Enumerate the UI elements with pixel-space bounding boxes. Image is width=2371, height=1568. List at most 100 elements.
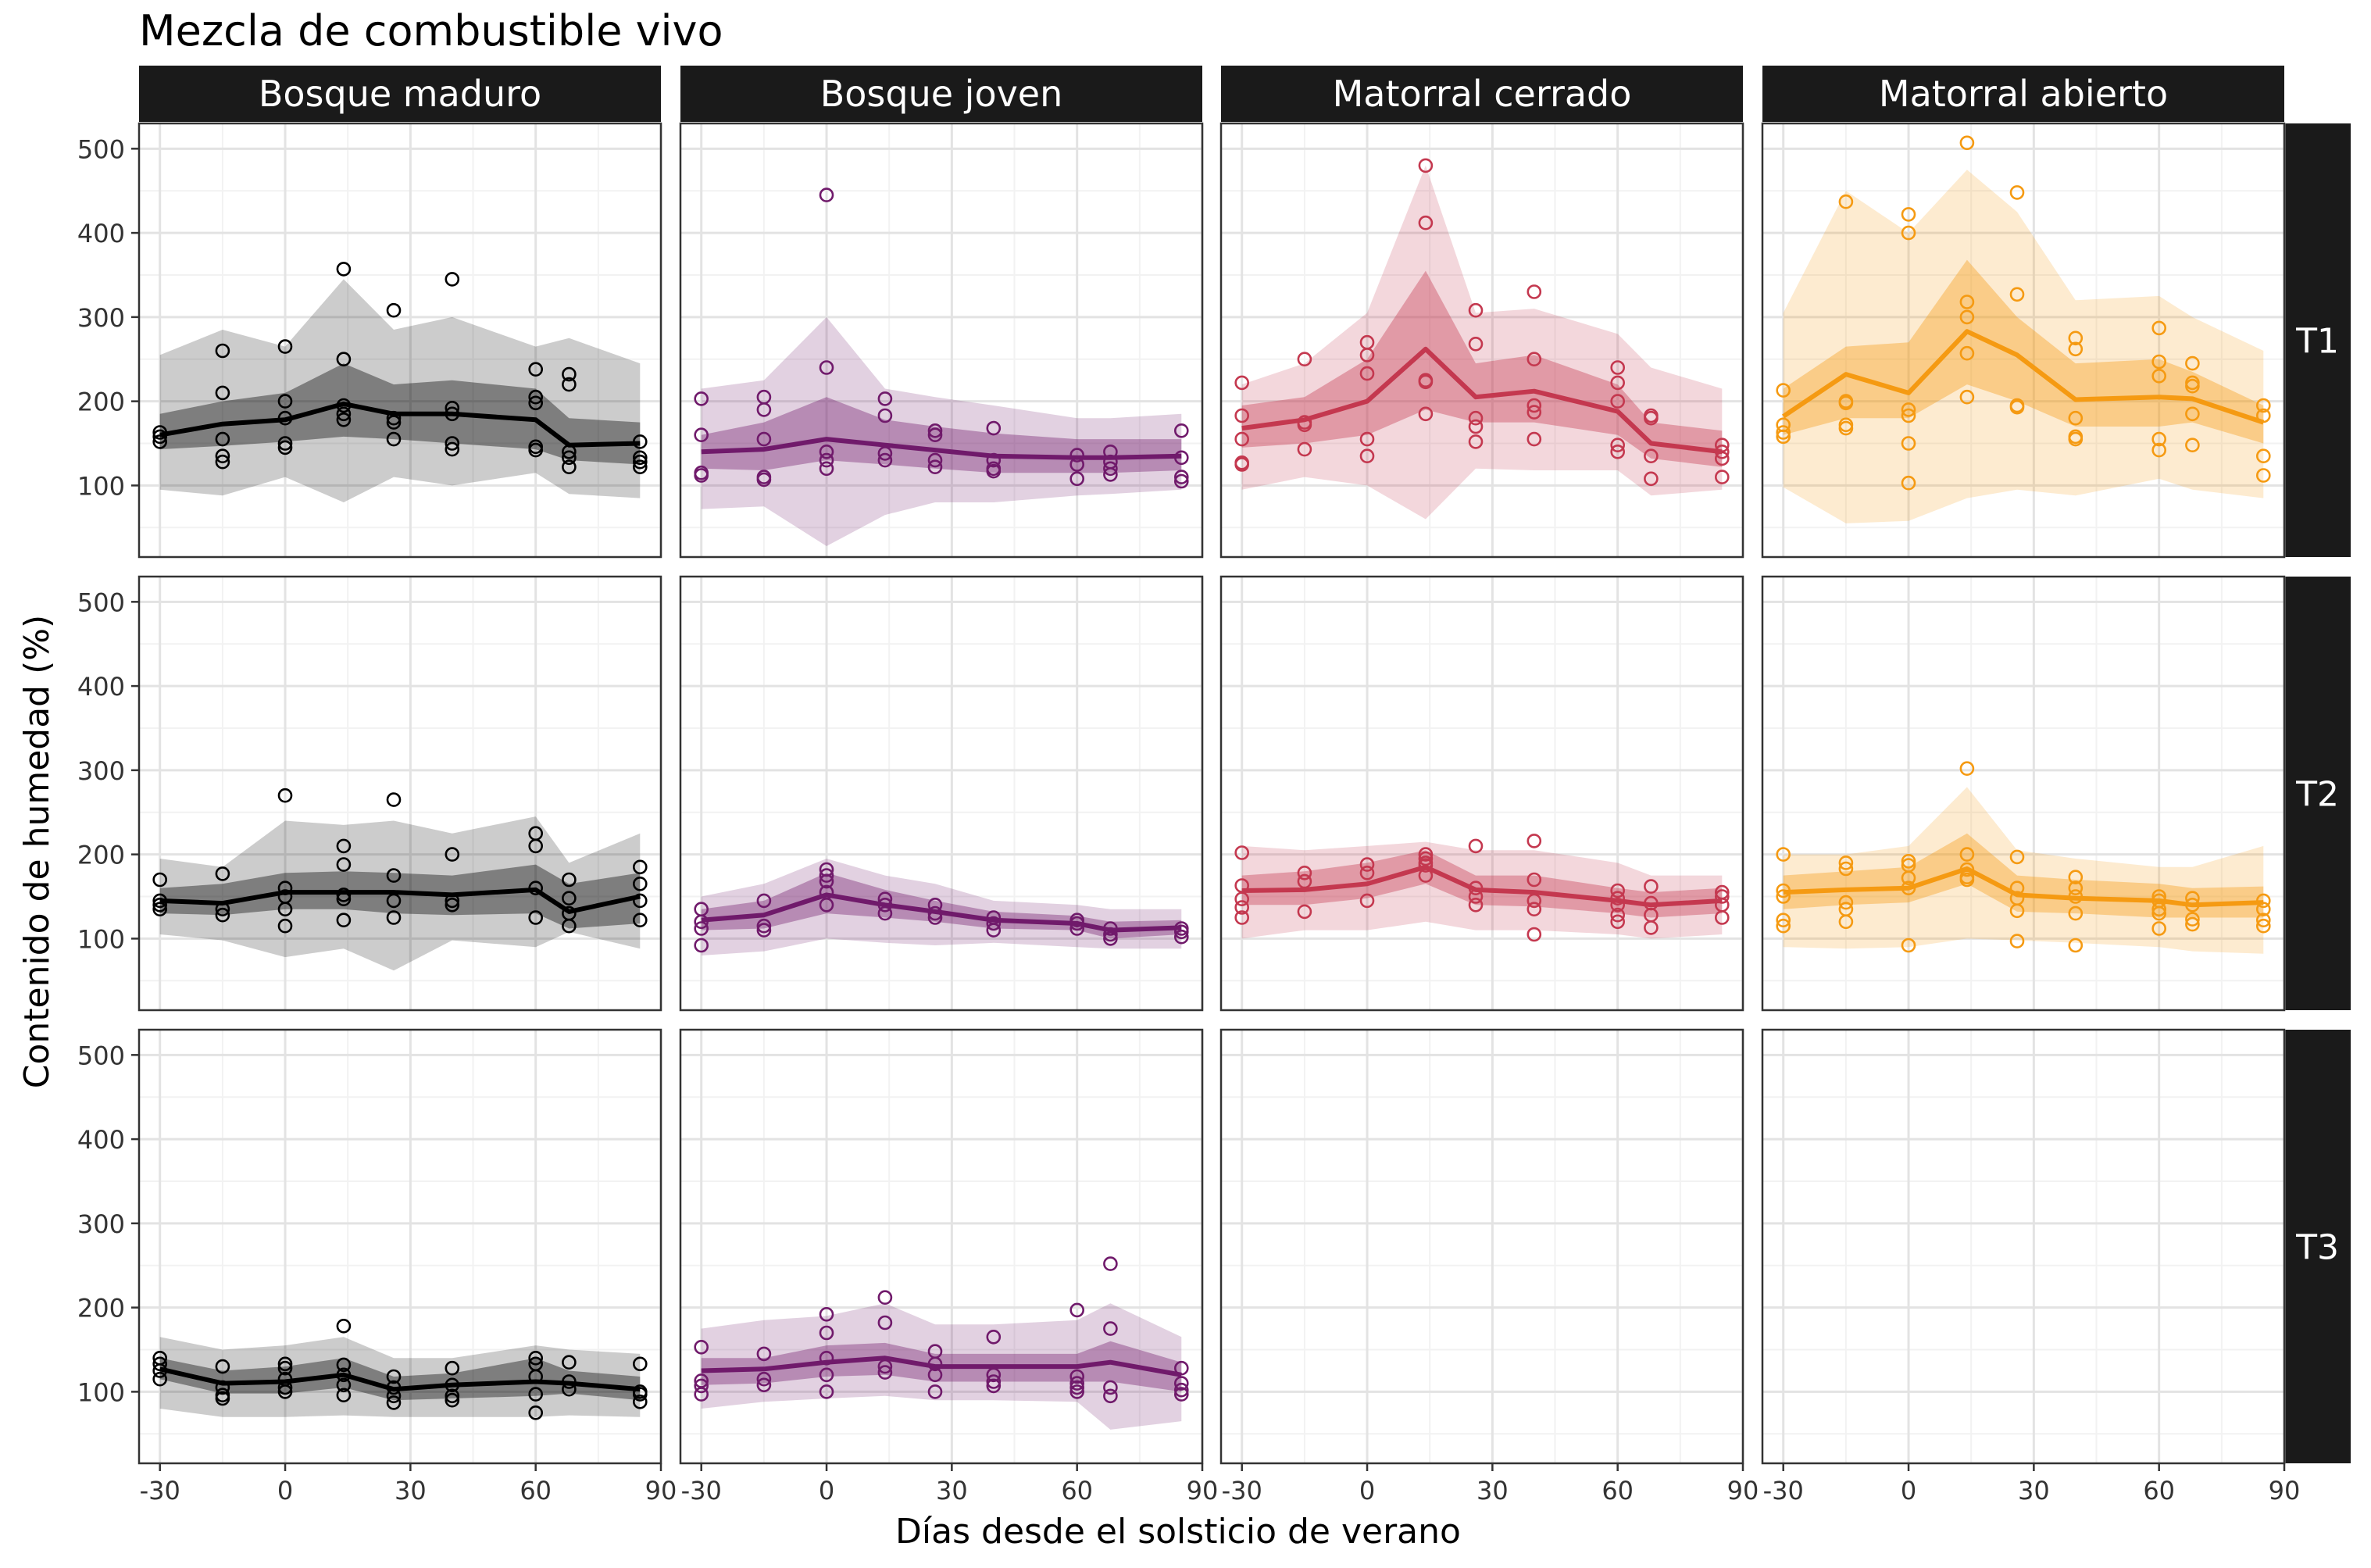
data-point [2068, 330, 2084, 346]
data-point [386, 910, 402, 925]
data-point [336, 1388, 352, 1402]
panel-border [1761, 1028, 2286, 1465]
data-point [1069, 457, 1084, 472]
panel-border [1219, 1028, 1744, 1465]
data-point [1644, 410, 1659, 426]
data-point [1103, 927, 1118, 942]
y-tick-label: 200 [77, 388, 125, 417]
data-point [756, 918, 772, 934]
data-point [386, 302, 402, 318]
data-point [986, 420, 1002, 436]
data-point [632, 1356, 648, 1372]
data-point [1610, 898, 1625, 913]
data-point [819, 1384, 834, 1399]
data-point [927, 459, 943, 475]
data-point [1776, 429, 1791, 445]
data-point [445, 1392, 460, 1408]
data-point [1776, 847, 1791, 862]
column-strip-label-bosque-joven: Bosque joven [820, 73, 1063, 115]
data-point [2256, 902, 2271, 916]
data-point [1103, 1321, 1118, 1336]
data-point [1103, 921, 1118, 936]
x-tick-label: -30 [1763, 1476, 1804, 1505]
data-point [1174, 924, 1189, 940]
data-point [1838, 914, 1854, 930]
data-point [277, 1360, 293, 1376]
data-point [2151, 921, 2166, 936]
data-point [336, 1367, 352, 1383]
data-point [927, 452, 943, 468]
panel-border [1761, 122, 2286, 559]
data-point [927, 910, 943, 925]
data-point [986, 1378, 1002, 1394]
data-point [336, 352, 352, 367]
row-strip-t3 [2284, 1030, 2351, 1463]
data-point [2185, 355, 2200, 371]
data-point [1234, 891, 1249, 906]
data-point [1959, 862, 1975, 877]
data-point [1901, 408, 1916, 423]
data-point [986, 463, 1002, 479]
y-tick-label: 100 [77, 471, 125, 501]
panel-border [137, 1028, 662, 1465]
data-point [877, 452, 893, 468]
data-point [1297, 873, 1312, 889]
data-point [1174, 473, 1189, 489]
data-point [819, 188, 834, 202]
data-point [336, 1357, 352, 1373]
data-point [528, 838, 544, 854]
data-point [819, 444, 834, 459]
data-point [336, 406, 352, 422]
data-point [1776, 913, 1791, 927]
data-point [632, 859, 648, 875]
column-strip-label-bosque-maduro: Bosque maduro [259, 73, 541, 115]
y-axis-label: Contenido de humedad (%) [17, 615, 57, 1088]
data-point [1359, 893, 1375, 909]
data-point [445, 893, 460, 909]
data-point [986, 1330, 1002, 1345]
data-point [2185, 438, 2200, 453]
column-strip-bosque-joven [680, 66, 1202, 122]
row-strip-t1 [2284, 123, 2351, 557]
data-point [445, 847, 460, 862]
data-point [1418, 158, 1434, 173]
data-point [445, 898, 460, 913]
y-tick-label: 500 [77, 1041, 125, 1070]
data-point [632, 893, 648, 909]
data-point [1069, 448, 1084, 463]
data-point [1644, 920, 1659, 935]
data-point [215, 385, 230, 401]
x-tick-label: 30 [1477, 1476, 1509, 1505]
data-point [1610, 907, 1625, 923]
data-point [1359, 866, 1375, 880]
data-point [819, 461, 834, 477]
data-point [1359, 857, 1375, 872]
data-point [2009, 287, 2025, 302]
row-strip-t2 [2284, 577, 2351, 1010]
data-point [2185, 378, 2200, 394]
column-strip-label-matorral-abierto: Matorral abierto [1879, 73, 2168, 115]
data-point [1610, 891, 1625, 905]
data-point [1527, 405, 1542, 420]
data-point [152, 1371, 167, 1387]
panel-bosque-maduro-t2: 100 200 300 400 500 [77, 575, 662, 1012]
data-point [562, 918, 577, 934]
data-point [756, 431, 772, 447]
data-point [528, 910, 544, 925]
data-point [1715, 444, 1730, 459]
data-point [1959, 309, 1975, 325]
data-point [1610, 883, 1625, 898]
data-point [528, 395, 544, 411]
data-point [445, 1377, 460, 1393]
data-point [215, 866, 230, 881]
panel-bosque-joven-t3: -30 0 30 60 90 [679, 1028, 1218, 1505]
x-tick-label: -30 [1222, 1476, 1262, 1505]
data-point [1418, 868, 1434, 883]
data-point [927, 423, 943, 438]
data-point [562, 872, 577, 888]
data-point [386, 1388, 402, 1404]
data-point [1610, 360, 1625, 375]
data-point [277, 1384, 293, 1399]
data-point [562, 891, 577, 905]
